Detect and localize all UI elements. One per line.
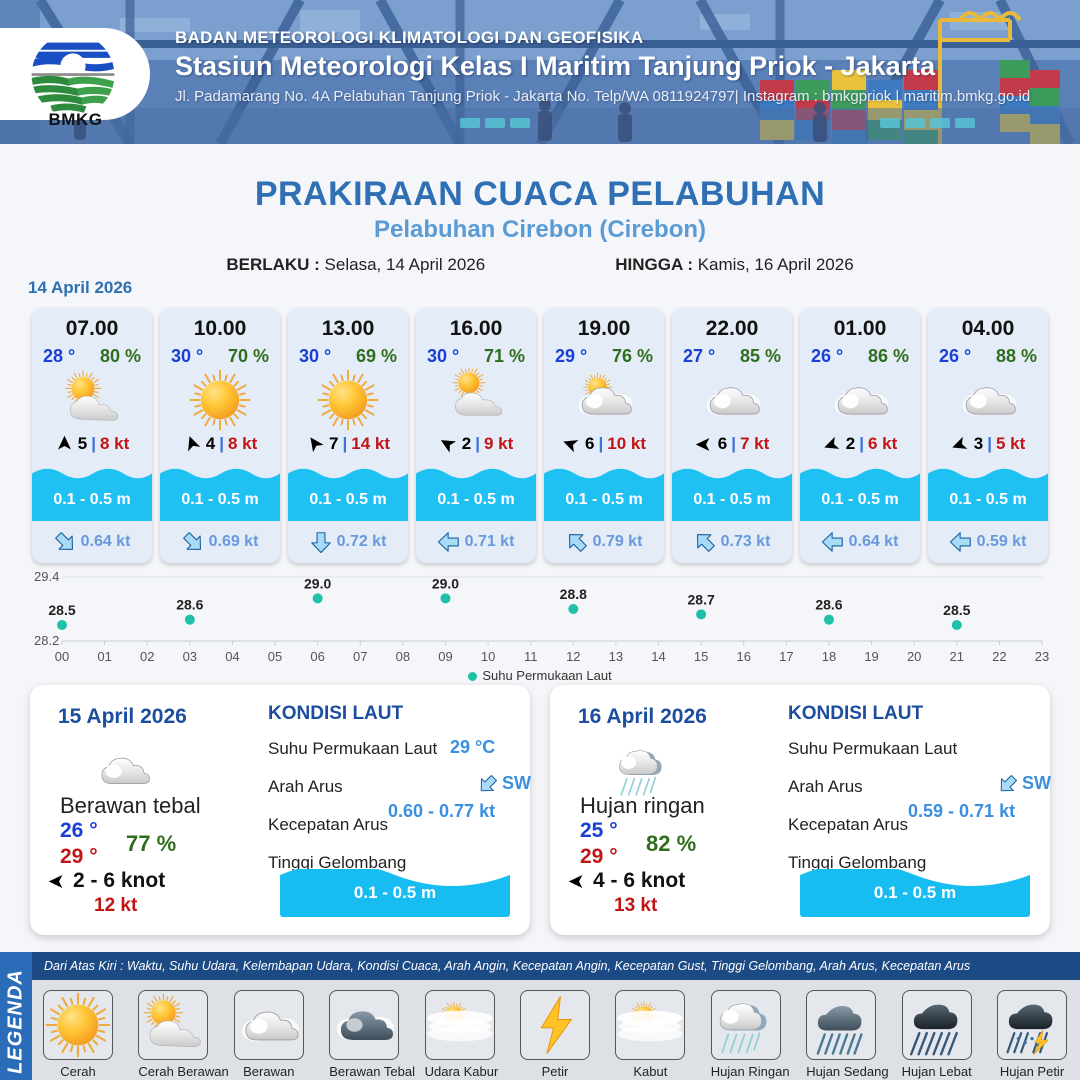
- svg-text:28.8: 28.8: [560, 586, 587, 602]
- svg-text:17: 17: [779, 649, 793, 664]
- svg-text:15: 15: [694, 649, 708, 664]
- svg-text:10: 10: [481, 649, 495, 664]
- svg-text:05: 05: [268, 649, 282, 664]
- svg-text:23: 23: [1035, 649, 1049, 664]
- svg-text:06: 06: [310, 649, 324, 664]
- svg-text:29.4: 29.4: [34, 569, 59, 584]
- svg-text:08: 08: [396, 649, 410, 664]
- svg-text:00: 00: [55, 649, 69, 664]
- svg-text:19: 19: [864, 649, 878, 664]
- svg-text:12: 12: [566, 649, 580, 664]
- svg-text:20: 20: [907, 649, 921, 664]
- svg-text:28.6: 28.6: [815, 597, 842, 613]
- svg-text:07: 07: [353, 649, 367, 664]
- svg-text:28.7: 28.7: [688, 591, 715, 607]
- svg-text:18: 18: [822, 649, 836, 664]
- svg-text:28.2: 28.2: [34, 633, 59, 648]
- svg-text:22: 22: [992, 649, 1006, 664]
- svg-text:01: 01: [97, 649, 111, 664]
- svg-text:02: 02: [140, 649, 154, 664]
- svg-text:21: 21: [950, 649, 964, 664]
- svg-text:03: 03: [183, 649, 197, 664]
- svg-text:28.5: 28.5: [943, 602, 970, 618]
- svg-text:28.6: 28.6: [176, 597, 203, 613]
- svg-text:11: 11: [524, 649, 538, 664]
- svg-text:16: 16: [737, 649, 751, 664]
- svg-text:29.0: 29.0: [304, 575, 331, 591]
- svg-text:14: 14: [651, 649, 665, 664]
- svg-text:04: 04: [225, 649, 239, 664]
- svg-text:13: 13: [609, 649, 623, 664]
- svg-text:09: 09: [438, 649, 452, 664]
- svg-text:28.5: 28.5: [48, 602, 75, 618]
- svg-text:29.0: 29.0: [432, 575, 459, 591]
